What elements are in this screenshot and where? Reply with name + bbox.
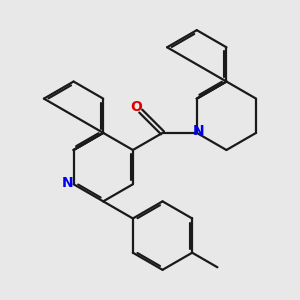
Text: O: O bbox=[131, 100, 142, 114]
Text: N: N bbox=[193, 124, 204, 138]
Text: N: N bbox=[61, 176, 73, 190]
